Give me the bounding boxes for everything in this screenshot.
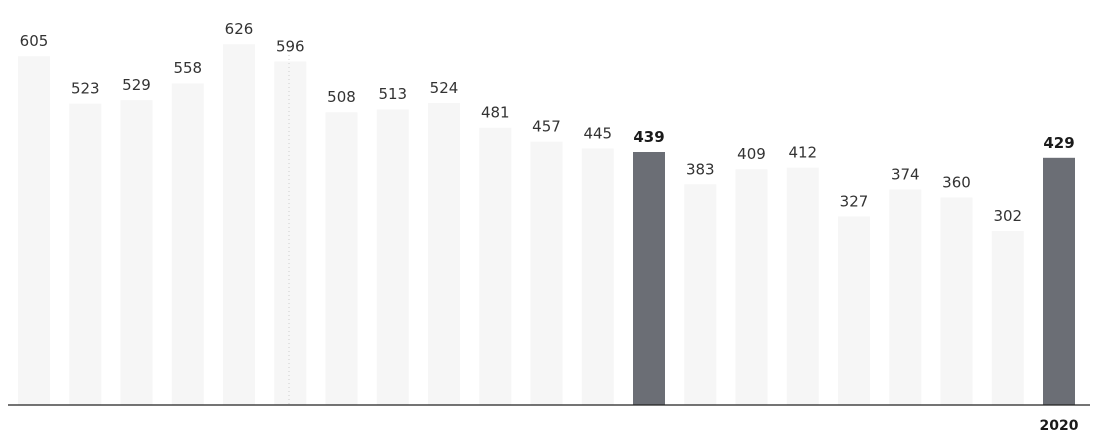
bar xyxy=(274,61,307,405)
bar-value-label: 605 xyxy=(20,32,49,50)
bar-value-label: 626 xyxy=(225,20,254,38)
bar-value-label: 409 xyxy=(737,145,766,163)
bar xyxy=(633,152,665,405)
bar-value-label: 524 xyxy=(430,79,459,97)
bar-value-label: 481 xyxy=(481,104,510,122)
bar xyxy=(479,127,512,406)
bar xyxy=(838,216,870,405)
bar xyxy=(581,148,614,405)
bar-value-label: 302 xyxy=(993,207,1022,225)
bar xyxy=(1043,157,1075,405)
bar xyxy=(171,83,204,406)
bar-value-label: 523 xyxy=(71,79,100,97)
bar xyxy=(889,189,922,405)
value-labels-group: 605 523 529 558 626 596 508 513 524 481 457 445 439 3… xyxy=(20,20,1075,225)
bar xyxy=(120,100,153,405)
bar-value-label: 445 xyxy=(583,125,612,143)
bar-value-label: 529 xyxy=(122,76,151,94)
bar xyxy=(735,169,768,405)
bar xyxy=(18,56,50,406)
bar-value-label: 513 xyxy=(378,85,407,103)
bar xyxy=(940,197,973,405)
bar xyxy=(786,167,819,405)
x-tick-labels-group: 2020 xyxy=(1040,418,1079,434)
bar-value-label: 429 xyxy=(1043,134,1074,152)
bar-value-label: 508 xyxy=(327,88,356,106)
bar-value-label: 383 xyxy=(686,160,715,178)
bar-value-label: 439 xyxy=(633,128,664,146)
bar xyxy=(223,44,255,405)
bar xyxy=(684,184,717,405)
bar xyxy=(69,103,102,405)
bar-value-label: 596 xyxy=(276,37,305,55)
bar-value-label: 558 xyxy=(173,59,202,77)
x-tick-label: 2020 xyxy=(1040,418,1079,434)
bar xyxy=(428,103,460,405)
bar xyxy=(325,112,358,405)
bar xyxy=(376,109,409,406)
bar xyxy=(991,231,1024,405)
bar-value-label: 360 xyxy=(942,174,971,192)
bars-group xyxy=(18,44,1075,406)
bar-value-label: 412 xyxy=(788,144,817,162)
bar xyxy=(530,141,563,405)
bar-value-label: 327 xyxy=(840,193,869,211)
bar-value-label: 457 xyxy=(532,118,561,136)
bar-value-label: 374 xyxy=(891,165,920,183)
